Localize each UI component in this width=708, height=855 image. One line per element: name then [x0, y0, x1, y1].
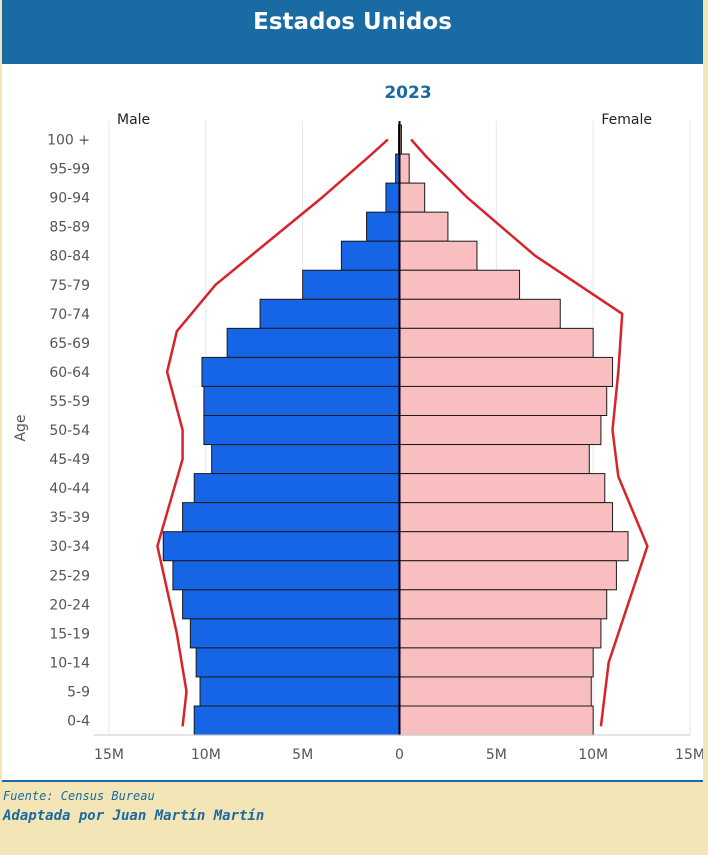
x-tick-label: 10M [191, 747, 221, 763]
bar-female [399, 531, 629, 562]
bar-female [399, 676, 592, 707]
age-tick-label: 70-74 [49, 307, 90, 323]
chart-title: 2023 [384, 83, 431, 103]
age-tick-label: 5-9 [67, 684, 90, 700]
age-tick-label: 50-54 [49, 423, 90, 439]
bar-male [193, 705, 400, 736]
bar-female [399, 240, 478, 271]
bar-male [203, 415, 400, 446]
age-tick-label: 85-89 [49, 220, 90, 236]
series-label-male: Male [117, 112, 150, 128]
bar-female [399, 385, 608, 417]
envelope-curve-right [410, 138, 649, 727]
x-tick-label: 15M [675, 747, 703, 763]
series-label-female: Female [601, 112, 652, 128]
bar-male [172, 560, 400, 591]
age-tick-label: 30-34 [49, 539, 90, 555]
bar-female [399, 327, 594, 358]
header-title: Estados Unidos [253, 9, 452, 35]
bar-male [201, 356, 400, 387]
age-tick-label: 80-84 [49, 249, 90, 265]
x-tick-label: 10M [578, 747, 608, 763]
age-tick-label: 45-49 [49, 452, 90, 468]
age-tick-label: 10-14 [49, 655, 90, 671]
age-tick-label: 25-29 [49, 568, 90, 584]
bar-female [399, 182, 426, 213]
x-tick-label: 0 [395, 747, 404, 763]
chart-panel: 100 + 95-99 90-94 85-89 80-84 75-79 70-74 65-69… [2, 64, 703, 782]
footer-credit: Adaptada por Juan Martín Martín [3, 808, 265, 824]
x-tick-label: 15M [94, 747, 124, 763]
age-tick-label: 55-59 [49, 394, 90, 410]
bar-female [399, 589, 608, 620]
age-tick-label: 35-39 [49, 510, 90, 526]
bar-female [399, 298, 561, 329]
envelope-curve-left [156, 138, 389, 727]
bar-female [399, 560, 617, 591]
bar-male [259, 298, 400, 329]
age-tick-label: 40-44 [49, 481, 90, 497]
age-tick-label: 65-69 [49, 336, 90, 352]
bar-female [399, 211, 449, 242]
bar-male [226, 327, 400, 358]
age-tick-label: 20-24 [49, 597, 90, 613]
x-tick-label: 5M [486, 747, 507, 763]
bar-female [399, 356, 614, 387]
bar-male [203, 385, 400, 417]
bar-male [182, 589, 400, 620]
bar-female [399, 705, 594, 736]
bar-female [399, 153, 410, 184]
bar-male [340, 240, 400, 271]
bar-male [366, 211, 400, 242]
bar-male [385, 182, 400, 213]
age-tick-label: 95-99 [49, 162, 90, 178]
age-tick-label: 100 + [47, 133, 90, 149]
footer-source: Fuente: Census Bureau [3, 789, 155, 803]
age-tick-label: 90-94 [49, 191, 90, 207]
bar-male [182, 502, 400, 533]
bar-male [211, 444, 400, 475]
bar-female [399, 647, 594, 678]
bar-male [199, 676, 400, 707]
x-tick-label: 5M [292, 747, 313, 763]
bar-male [162, 531, 400, 562]
bar-female [399, 618, 602, 649]
bar-male [193, 473, 400, 504]
bar-female [399, 502, 614, 533]
bar-female [399, 269, 521, 300]
bar-male [195, 647, 400, 678]
bar-male [189, 618, 400, 649]
bar-female [399, 415, 602, 446]
age-tick-label: 15-19 [49, 626, 90, 642]
bar-female [399, 473, 606, 504]
population-pyramid-chart: 100 + 95-99 90-94 85-89 80-84 75-79 70-74 65-69… [13, 83, 703, 763]
chart-header: Estados Unidos [2, 0, 703, 64]
age-tick-label: 60-64 [49, 365, 90, 381]
age-tick-label: 0-4 [67, 714, 90, 730]
bar-female [399, 444, 590, 475]
y-axis-label: Age [13, 414, 29, 441]
age-tick-label: 75-79 [49, 278, 90, 294]
bar-male [302, 269, 400, 300]
